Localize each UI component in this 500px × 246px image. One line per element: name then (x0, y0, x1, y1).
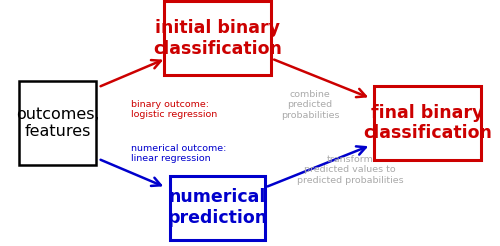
FancyBboxPatch shape (164, 1, 271, 75)
Text: transform
predicted values to
predicted probabilities: transform predicted values to predicted … (296, 155, 404, 185)
Text: combine
predicted
probabilities: combine predicted probabilities (281, 90, 339, 120)
Text: numerical
prediction: numerical prediction (168, 188, 268, 227)
Text: final binary
classification: final binary classification (363, 104, 492, 142)
Text: initial binary
classification: initial binary classification (153, 19, 282, 58)
FancyBboxPatch shape (170, 176, 265, 240)
FancyBboxPatch shape (374, 86, 481, 160)
Text: outcomes,
features: outcomes, features (16, 107, 100, 139)
Text: binary outcome:
logistic regression: binary outcome: logistic regression (131, 100, 217, 119)
Text: numerical outcome:
linear regression: numerical outcome: linear regression (131, 144, 226, 163)
FancyBboxPatch shape (19, 81, 96, 165)
